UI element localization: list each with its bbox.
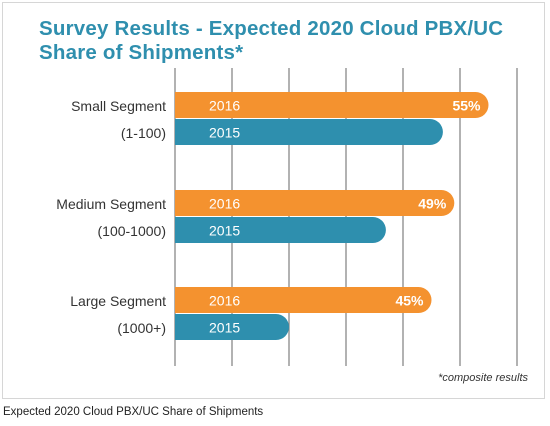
bar-2016-2 bbox=[175, 190, 455, 216]
chart-title: Survey Results - Expected 2020 Cloud PBX… bbox=[39, 17, 504, 64]
bar-series-label: 2015 bbox=[209, 320, 240, 336]
data-label: 45% bbox=[395, 293, 424, 309]
bar-2015-3 bbox=[175, 314, 289, 340]
category-sublabel: (1-100) bbox=[121, 125, 166, 141]
category-labels: Small Segment (1-100) Medium Segment (100-1… bbox=[56, 98, 166, 336]
category-label: Medium Segment bbox=[56, 196, 166, 212]
category-sublabel: (1000+) bbox=[117, 320, 166, 336]
bar-2015-1 bbox=[175, 119, 443, 145]
data-label: 55% bbox=[452, 98, 481, 114]
footnote: *composite results bbox=[438, 372, 528, 384]
category-sublabel: (100-1000) bbox=[98, 223, 167, 239]
bars: 2016 55% 2015 2016 49% 2015 2016 45% 2015 bbox=[175, 92, 489, 340]
bar-series-label: 2015 bbox=[209, 125, 240, 141]
bar-2016-3 bbox=[175, 287, 432, 313]
bar-2016-1 bbox=[175, 92, 489, 118]
bar-series-label: 2015 bbox=[209, 223, 240, 239]
bar-series-label: 2016 bbox=[209, 196, 240, 212]
bar-2015-2 bbox=[175, 217, 386, 243]
bar-series-label: 2016 bbox=[209, 98, 240, 114]
bar-series-label: 2016 bbox=[209, 293, 240, 309]
category-label: Small Segment bbox=[71, 98, 166, 114]
data-label: 49% bbox=[418, 196, 447, 212]
category-label: Large Segment bbox=[70, 293, 166, 309]
figure-caption: Expected 2020 Cloud PBX/UC Share of Ship… bbox=[3, 406, 264, 418]
